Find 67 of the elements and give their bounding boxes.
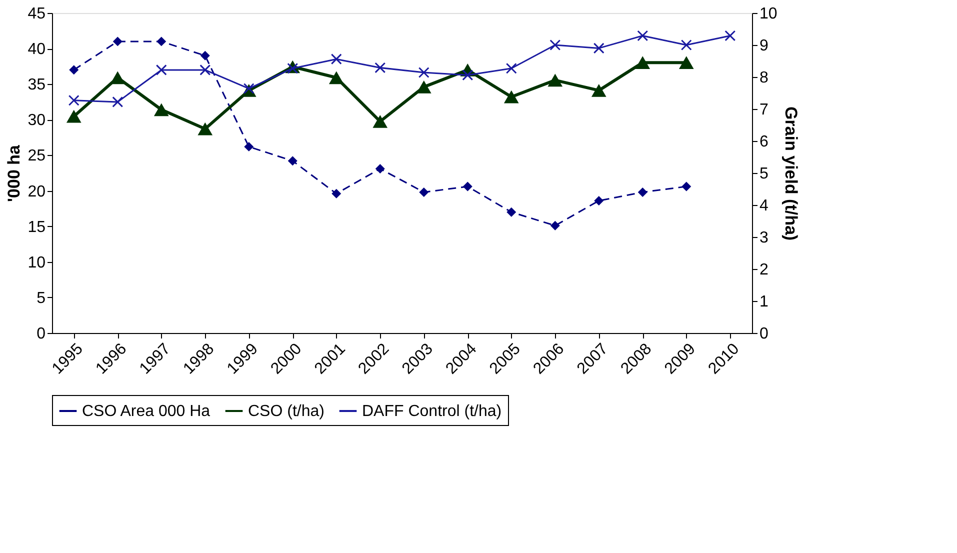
point — [154, 103, 169, 116]
legend-label: DAFF Control (t/ha) — [362, 403, 502, 420]
legend-label: CSO Area 000 Ha — [82, 403, 210, 420]
point — [724, 30, 736, 42]
y-tick-label: 10 — [28, 254, 46, 272]
y2-tick-label: 9 — [760, 38, 768, 54]
y-tick-label: 15 — [28, 218, 46, 236]
point — [374, 62, 386, 74]
point — [591, 84, 606, 97]
point — [375, 164, 385, 174]
y2-tick-label: 5 — [760, 166, 768, 182]
point — [418, 67, 430, 78]
y-tick-label: 30 — [28, 112, 46, 130]
point — [244, 142, 254, 152]
point — [69, 65, 79, 75]
y-tick-label: 0 — [36, 326, 46, 342]
y2-tick-label: 3 — [760, 230, 768, 246]
point — [550, 220, 560, 230]
point — [66, 110, 82, 123]
y2-tick-label: 8 — [760, 70, 768, 86]
y-tick-label: 20 — [28, 183, 46, 200]
point — [593, 42, 604, 54]
legend-label: CSO (t/ha) — [248, 403, 324, 420]
point — [678, 56, 694, 70]
point — [506, 62, 517, 74]
y2-tick-label: 2 — [760, 262, 768, 278]
y-tick-label: 45 — [28, 6, 46, 22]
point — [110, 71, 126, 84]
point — [462, 182, 472, 192]
point — [637, 30, 648, 42]
point — [112, 96, 124, 108]
y-tick-label: 40 — [28, 41, 46, 58]
point — [328, 71, 344, 84]
y-axis-title: '000 ha — [4, 144, 24, 202]
point — [68, 94, 80, 106]
y2-tick-label: 6 — [760, 134, 768, 150]
y-tick-label: 35 — [28, 76, 46, 94]
point — [198, 122, 213, 136]
y2-axis-title: Grain yield (t/ha) — [781, 106, 800, 241]
point — [506, 207, 516, 217]
point — [112, 36, 122, 46]
point — [156, 64, 167, 76]
y2-tick-label: 7 — [760, 102, 768, 118]
point — [682, 182, 692, 192]
point — [156, 36, 166, 46]
point — [680, 40, 692, 50]
y2-tick-label: 10 — [760, 6, 778, 22]
point — [416, 80, 432, 94]
y2-tick-label: 4 — [760, 198, 768, 214]
y2-tick-label: 1 — [760, 294, 768, 310]
point — [419, 187, 429, 197]
point — [200, 64, 211, 76]
y2-tick-label: 0 — [760, 326, 768, 342]
point — [504, 90, 519, 104]
y-tick-label: 5 — [36, 290, 46, 307]
point — [332, 188, 342, 198]
point — [638, 187, 648, 197]
point — [330, 54, 342, 65]
point — [548, 74, 563, 87]
point — [372, 115, 388, 128]
y-tick-label: 25 — [28, 148, 46, 165]
point — [594, 196, 604, 206]
point — [635, 56, 650, 70]
point — [200, 50, 210, 60]
point — [550, 40, 561, 50]
point — [288, 156, 298, 166]
point — [243, 83, 254, 94]
